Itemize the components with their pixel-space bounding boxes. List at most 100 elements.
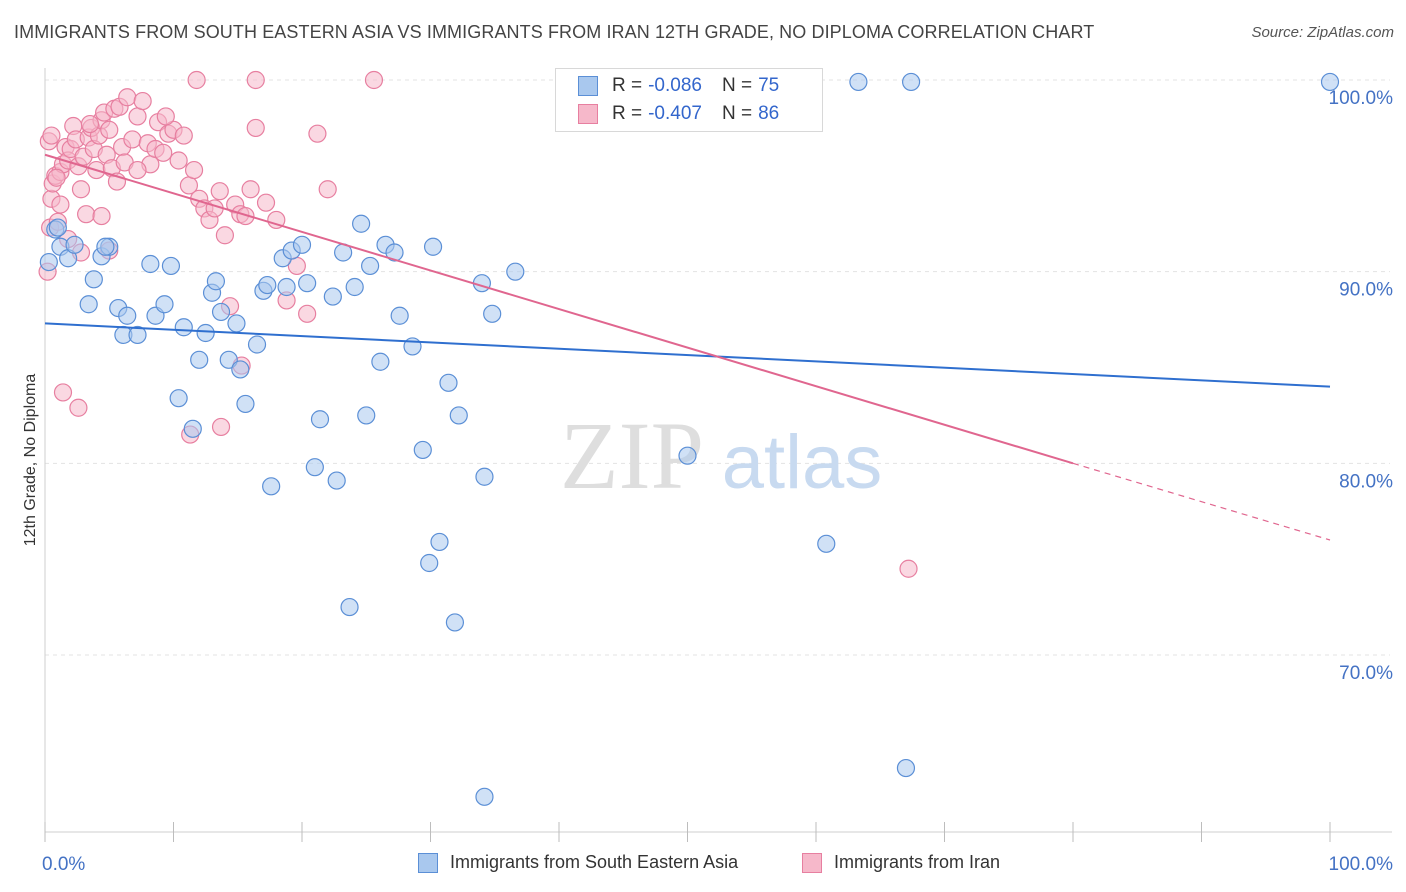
pink-point bbox=[118, 88, 137, 107]
blue-point bbox=[292, 235, 312, 254]
blue-point bbox=[48, 218, 67, 237]
pink-point bbox=[215, 226, 234, 245]
pink-point bbox=[42, 126, 61, 145]
blue-point bbox=[849, 72, 868, 92]
chart-title: IMMIGRANTS FROM SOUTH EASTERN ASIA VS IM… bbox=[14, 22, 1095, 42]
blue-point bbox=[211, 302, 231, 322]
blue-point bbox=[1320, 72, 1340, 92]
bottom-legend-label-pink: Immigrants from Iran bbox=[834, 852, 1001, 872]
blue-point bbox=[327, 471, 346, 490]
legend-row-blue: R = -0.086 N = 75 bbox=[578, 74, 779, 98]
pink-point bbox=[53, 383, 73, 402]
pink-point bbox=[133, 91, 152, 111]
pink-point bbox=[246, 118, 265, 138]
pink-point bbox=[267, 210, 286, 230]
blue-point bbox=[298, 274, 317, 293]
chart-source: Source: ZipAtlas.com bbox=[1251, 24, 1394, 41]
blue-point bbox=[39, 252, 58, 272]
blue-point bbox=[277, 277, 296, 297]
y-tick-label: 100.0% bbox=[1329, 88, 1394, 109]
blue-point bbox=[247, 335, 267, 354]
correlation-legend: R = -0.086 N = 75 R = -0.407 N = 86 bbox=[555, 68, 823, 132]
blue-point bbox=[340, 597, 359, 617]
blue-point bbox=[128, 325, 147, 345]
blue-point bbox=[310, 410, 330, 429]
blue-point bbox=[231, 360, 250, 379]
blue-point bbox=[449, 406, 468, 425]
blue-point bbox=[475, 467, 494, 486]
blue-point bbox=[439, 373, 458, 392]
pink-point bbox=[92, 206, 111, 226]
legend-r-value-blue: -0.086 bbox=[648, 75, 702, 96]
blue-point bbox=[118, 306, 137, 325]
blue-point bbox=[161, 256, 181, 276]
pink-point bbox=[318, 180, 337, 199]
blue-point bbox=[258, 275, 277, 295]
blue-point bbox=[206, 272, 226, 291]
legend-r-label-pink: R = bbox=[612, 103, 643, 124]
pink-point bbox=[899, 559, 918, 578]
pink-point bbox=[69, 398, 88, 417]
legend-n-label-pink: N = bbox=[721, 103, 753, 124]
pink-point bbox=[241, 180, 260, 199]
blue-point bbox=[183, 419, 202, 438]
legend-r-label-blue: R = bbox=[612, 75, 643, 96]
pink-point bbox=[51, 195, 70, 214]
blue-point bbox=[385, 243, 404, 262]
pink-point bbox=[184, 160, 204, 180]
blue-point bbox=[896, 758, 916, 778]
pink-point bbox=[77, 205, 96, 224]
blue-point bbox=[155, 295, 174, 314]
trend-line-pink bbox=[44, 153, 1074, 465]
legend-r-value-pink: -0.407 bbox=[648, 103, 702, 124]
pink-point bbox=[298, 304, 317, 323]
pink-point bbox=[71, 180, 91, 199]
pink-point bbox=[187, 70, 206, 90]
blue-point bbox=[430, 532, 449, 552]
pink-point bbox=[80, 114, 100, 134]
bottom-legend-pink: Immigrants from Iran bbox=[802, 852, 1000, 873]
blue-point bbox=[361, 256, 380, 276]
blue-point bbox=[169, 389, 188, 408]
blue-point bbox=[423, 237, 443, 256]
blue-point bbox=[420, 553, 439, 573]
blue-point bbox=[227, 314, 246, 333]
blue-point bbox=[323, 287, 342, 306]
trend-lines bbox=[44, 153, 1331, 541]
pink-point bbox=[128, 160, 147, 180]
blue-point bbox=[483, 304, 502, 323]
blue-point bbox=[352, 214, 371, 233]
pink-point bbox=[256, 193, 276, 212]
blue-point bbox=[305, 458, 324, 477]
blue-point bbox=[79, 295, 98, 314]
blue-point bbox=[196, 323, 215, 343]
blue-point bbox=[96, 237, 115, 256]
blue-point bbox=[901, 72, 921, 92]
watermark-atlas: atlas bbox=[722, 420, 883, 505]
pink-point bbox=[154, 143, 173, 162]
bottom-legend-swatch-blue bbox=[418, 852, 438, 873]
blue-point bbox=[357, 406, 376, 425]
legend-n-value-pink: 86 bbox=[758, 103, 780, 124]
pink-point bbox=[100, 120, 119, 139]
pink-point bbox=[47, 168, 66, 187]
bottom-legend-blue: Immigrants from South Eastern Asia bbox=[418, 852, 738, 873]
trend-line-blue bbox=[44, 322, 1331, 388]
y-tick-label: 80.0% bbox=[1339, 471, 1393, 492]
pink-point bbox=[364, 70, 384, 90]
bottom-legend-label-blue: Immigrants from South Eastern Asia bbox=[450, 852, 739, 872]
pink-point bbox=[123, 130, 142, 149]
blue-points bbox=[39, 70, 1340, 806]
x-tick-label: 100.0% bbox=[1329, 854, 1394, 875]
pink-point bbox=[169, 151, 188, 170]
blue-point bbox=[371, 352, 390, 371]
legend-swatch-pink bbox=[578, 104, 598, 124]
blue-point bbox=[413, 440, 432, 460]
legend-swatch-blue bbox=[578, 76, 598, 96]
watermark: ZIP atlas bbox=[560, 402, 882, 509]
pink-point bbox=[156, 107, 175, 126]
pink-point bbox=[211, 417, 231, 437]
bottom-legend-swatch-pink bbox=[802, 852, 822, 873]
blue-point bbox=[262, 477, 281, 496]
